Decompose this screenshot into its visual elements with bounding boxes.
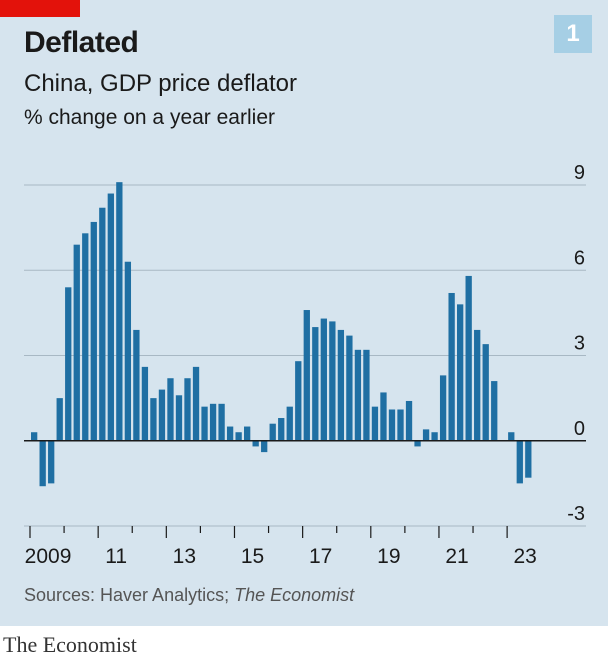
bar bbox=[337, 329, 345, 441]
x-tick-label: 11 bbox=[105, 545, 127, 568]
bar bbox=[124, 261, 132, 441]
y-tick-label: 3 bbox=[574, 333, 585, 355]
y-tick-labels: 9 6 3 0 -3 bbox=[567, 162, 585, 525]
bar bbox=[201, 406, 208, 441]
y-tick-label: 6 bbox=[574, 247, 585, 269]
bar bbox=[141, 366, 149, 441]
bar bbox=[312, 327, 319, 441]
bar bbox=[346, 335, 353, 441]
bar bbox=[244, 426, 251, 441]
bar bbox=[150, 398, 157, 441]
bar bbox=[303, 310, 310, 441]
bar bbox=[431, 432, 438, 441]
bar bbox=[167, 378, 174, 441]
chart-panel: 1 Deflated China, GDP price deflator % c… bbox=[0, 0, 608, 626]
bar bbox=[269, 423, 276, 441]
bar bbox=[405, 400, 413, 441]
bar bbox=[457, 304, 464, 441]
y-tick-label: 9 bbox=[574, 162, 585, 184]
source-note: Sources: Haver Analytics; The Economist bbox=[24, 585, 354, 606]
bar bbox=[99, 207, 106, 441]
bar bbox=[90, 221, 97, 441]
bar bbox=[235, 432, 242, 441]
bar bbox=[371, 406, 379, 441]
chart-number-badge: 1 bbox=[554, 15, 592, 53]
bar bbox=[354, 349, 362, 441]
brand-accent-bar bbox=[0, 0, 80, 17]
bar bbox=[320, 318, 327, 441]
x-tick-label: 13 bbox=[173, 545, 196, 568]
bar bbox=[388, 409, 396, 441]
bar bbox=[278, 418, 285, 441]
bar bbox=[226, 426, 234, 441]
bar bbox=[209, 403, 217, 441]
bar bbox=[414, 440, 421, 447]
x-tick-label: 15 bbox=[241, 545, 264, 568]
y-tick-label: -3 bbox=[567, 503, 585, 525]
source-publisher: The Economist bbox=[234, 585, 355, 605]
x-tick-label: 23 bbox=[513, 545, 536, 568]
bar bbox=[474, 329, 481, 441]
x-tick-labels: 2009 11 13 15 17 19 21 23 bbox=[25, 545, 537, 568]
bar bbox=[65, 287, 72, 441]
x-tick-label: 2009 bbox=[25, 545, 72, 568]
bar bbox=[158, 389, 166, 441]
bar bbox=[491, 381, 498, 441]
bar bbox=[39, 440, 46, 487]
bar bbox=[363, 349, 370, 441]
bars bbox=[31, 182, 532, 487]
chart-title: Deflated bbox=[24, 26, 139, 59]
bar bbox=[192, 366, 200, 441]
unit-label: % change on a year earlier bbox=[24, 106, 275, 129]
bar bbox=[482, 344, 489, 441]
bar bbox=[107, 193, 114, 441]
bar bbox=[465, 275, 472, 441]
bar bbox=[261, 440, 268, 453]
bar bbox=[31, 432, 38, 441]
bar bbox=[175, 395, 183, 441]
bar bbox=[116, 182, 123, 441]
bar bbox=[56, 398, 63, 441]
bar bbox=[252, 440, 259, 447]
bar bbox=[439, 375, 447, 441]
chart-subtitle: China, GDP price deflator bbox=[24, 70, 298, 97]
bar bbox=[82, 233, 89, 441]
x-axis bbox=[24, 440, 586, 538]
y-tick-label: 0 bbox=[574, 418, 585, 440]
bar bbox=[525, 440, 532, 478]
bar bbox=[516, 440, 523, 484]
bar bbox=[286, 406, 293, 441]
source-text: Sources: Haver Analytics; bbox=[24, 585, 235, 605]
x-tick-label: 19 bbox=[377, 545, 400, 568]
bar bbox=[329, 321, 336, 441]
bar bbox=[448, 292, 455, 441]
brand-logo-text: The Economist bbox=[3, 632, 137, 657]
bar bbox=[218, 403, 225, 441]
bar bbox=[48, 440, 55, 484]
bar bbox=[73, 244, 80, 441]
bar bbox=[397, 409, 404, 441]
x-tick-label: 21 bbox=[445, 545, 468, 568]
bar bbox=[508, 432, 515, 441]
bar bbox=[133, 329, 140, 441]
bar bbox=[184, 378, 191, 441]
bar bbox=[422, 429, 430, 441]
bar-chart: 9 6 3 0 -3 2009 11 13 15 17 19 21 23 bbox=[24, 162, 586, 568]
bar bbox=[295, 361, 302, 441]
x-tick-label: 17 bbox=[309, 545, 332, 568]
bar bbox=[380, 392, 387, 441]
